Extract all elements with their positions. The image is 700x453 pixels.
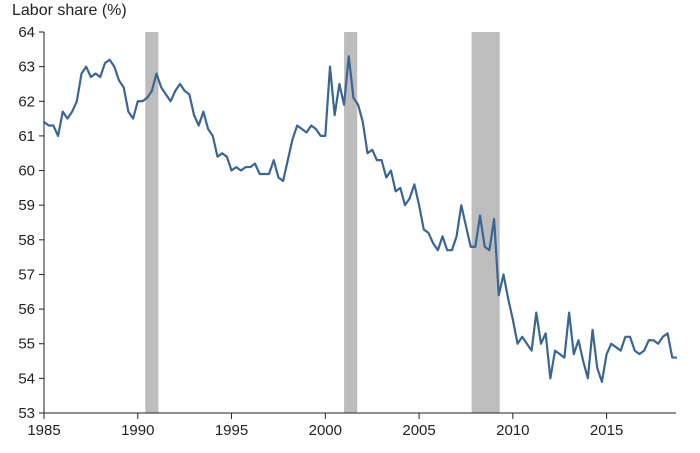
x-tick-label: 2010 <box>496 422 529 439</box>
series-layer <box>42 55 678 383</box>
tick-labels: 53 54 55 56 57 58 59 60 61 62 63 64 1985 1990 1995 2000… <box>18 24 623 439</box>
x-tick-label: 2000 <box>309 422 342 439</box>
series-line-1 <box>42 55 678 383</box>
y-tick-label: 54 <box>18 370 35 387</box>
y-tick-label: 58 <box>18 232 35 249</box>
y-tick-label: 60 <box>18 163 35 180</box>
x-tick-label: 1985 <box>27 422 60 439</box>
axes <box>39 31 676 419</box>
x-tick-label: 1995 <box>215 422 248 439</box>
x-tick-label: 2005 <box>402 422 435 439</box>
y-tick-label: 53 <box>18 405 35 422</box>
recession-band-2 <box>344 32 358 413</box>
y-tick-label: 59 <box>18 197 35 214</box>
recession-bands <box>145 32 500 413</box>
x-tick-label: 1990 <box>121 422 154 439</box>
y-tick-label: 61 <box>18 128 35 145</box>
x-tick-label: 2015 <box>590 422 623 439</box>
y-tick-label: 62 <box>18 93 35 110</box>
y-tick-label: 57 <box>18 266 35 283</box>
recession-band-3 <box>471 32 500 413</box>
y-tick-label: 64 <box>18 24 35 41</box>
recession-band-1 <box>145 32 159 413</box>
y-tick-label: 56 <box>18 301 35 318</box>
y-tick-label: 63 <box>18 59 35 76</box>
y-axis-title: Labor share (%) <box>12 2 127 19</box>
y-tick-label: 55 <box>18 336 35 353</box>
